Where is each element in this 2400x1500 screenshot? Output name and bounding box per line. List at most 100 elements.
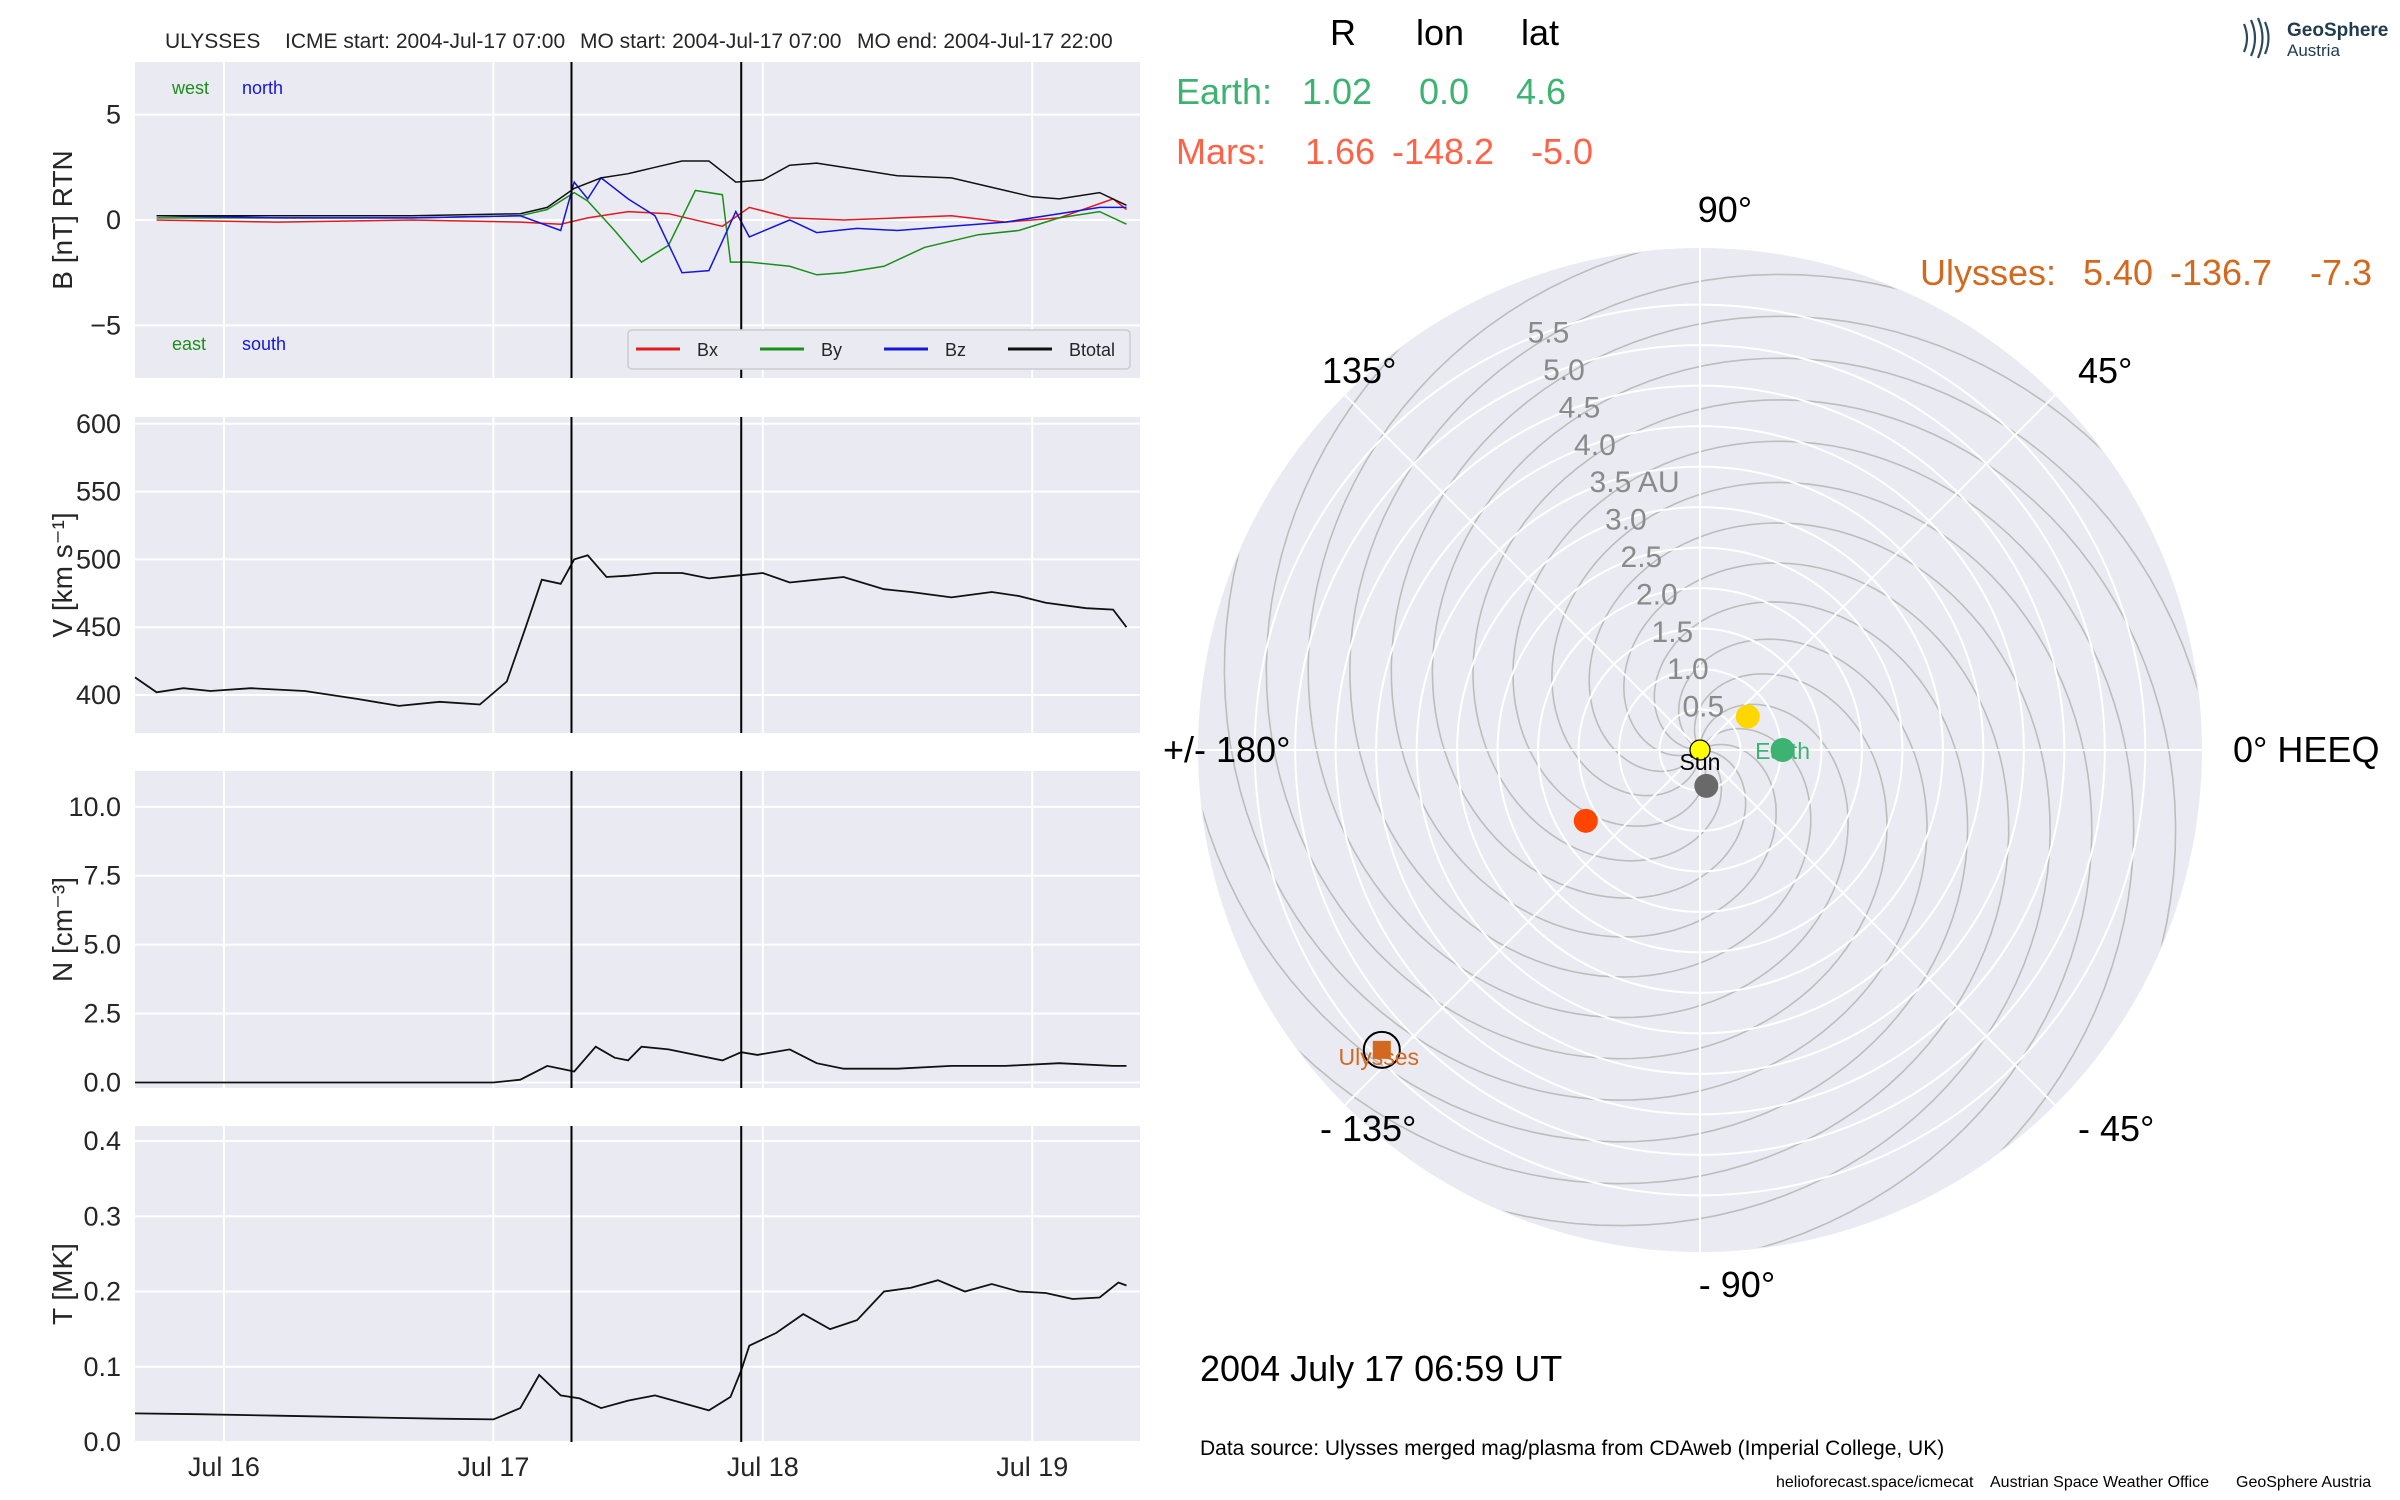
panel-0: −5 0 5 B [nT] RTN west north east south Bx By Bz Bt… xyxy=(47,62,1140,378)
radius-tick-label: 2.5 xyxy=(1621,541,1663,574)
legend-box xyxy=(627,329,1131,370)
earth-name-label: Earth xyxy=(1755,738,1810,764)
y-tick-label: 5.0 xyxy=(83,930,121,960)
y-axis-label: V [km s⁻¹] xyxy=(47,512,78,637)
radius-tick-label: 2.0 xyxy=(1636,578,1678,611)
ulysses-lat: -7.3 xyxy=(2310,252,2372,293)
header-lon: lon xyxy=(1416,12,1464,53)
y-axis-label: T [MK] xyxy=(47,1243,78,1325)
y-tick-label: 5 xyxy=(106,100,121,130)
time-series-panels: −5 0 5 B [nT] RTN west north east south Bx By Bz Bt… xyxy=(47,62,1140,1482)
series-line-btotal xyxy=(156,160,1127,217)
radius-tick-label: 4.0 xyxy=(1574,429,1616,462)
angle-label-45: 45° xyxy=(2078,350,2132,391)
y-tick-label: 10.0 xyxy=(68,792,121,822)
x-tick-label: Jul 18 xyxy=(727,1452,799,1482)
mars-r: 1.66 xyxy=(1305,131,1375,172)
logo-name: GeoSphere xyxy=(2287,20,2388,41)
y-tick-label: 7.5 xyxy=(83,861,121,891)
panel-3: 0.0 0.1 0.2 0.3 0.4 T [MK] Jul 16 Jul 17 Jul 18 J… xyxy=(47,1126,1140,1482)
y-tick-label: 0.0 xyxy=(83,1067,121,1097)
radius-tick-label: 3.0 xyxy=(1605,504,1647,537)
spiral-line xyxy=(1265,280,1888,1060)
south-annotation: south xyxy=(242,334,286,354)
y-tick-label: 450 xyxy=(76,612,121,642)
series-line xyxy=(135,1045,1127,1084)
y-tick-label: 550 xyxy=(76,477,121,507)
position-table: R lon lat Earth: 1.02 0.0 4.6 Mars: 1.66… xyxy=(1176,12,2372,293)
legend: Bx By Bz Btotal xyxy=(627,329,1131,370)
y-tick-label: 500 xyxy=(76,544,121,574)
footer-office: Austrian Space Weather Office xyxy=(1990,1474,2209,1491)
geosphere-logo-icon xyxy=(2242,17,2270,59)
header-lat: lat xyxy=(1521,12,1559,53)
header-r: R xyxy=(1330,12,1356,53)
series-line xyxy=(134,554,1128,707)
radius-tick-label: 5.5 xyxy=(1528,317,1570,350)
spacecraft-name: ULYSSES xyxy=(165,30,260,53)
west-annotation: west xyxy=(171,78,209,98)
ulysses-ring xyxy=(1362,1030,1401,1069)
data-source: Data source: Ulysses merged mag/plasma f… xyxy=(1200,1437,1944,1460)
legend-label: Bx xyxy=(697,340,718,360)
venus-marker xyxy=(1735,704,1760,729)
x-tick-label: Jul 16 xyxy=(188,1452,260,1482)
geosphere-logo: GeoSphere Austria xyxy=(2242,17,2388,60)
north-annotation: north xyxy=(242,78,283,98)
spiral-line xyxy=(1307,249,1849,1019)
y-tick-label: 0.2 xyxy=(83,1277,121,1307)
y-axis-label: B [nT] RTN xyxy=(47,150,78,290)
panel-2: 0.0 2.5 5.0 7.5 10.0 N [cm⁻³] xyxy=(47,771,1140,1097)
legend-label: Bz xyxy=(945,340,966,360)
date-label: 2004 July 17 06:59 UT xyxy=(1200,1348,1562,1389)
radius-tick-label: 1.0 xyxy=(1667,653,1709,686)
spiral-line xyxy=(1223,453,1928,1101)
spiral-line xyxy=(1431,357,2201,899)
angle-label-minus90: - 90° xyxy=(1699,1264,1775,1305)
legend-label: By xyxy=(821,340,842,360)
mars-label: Mars: xyxy=(1176,131,1266,172)
mo-end-label: MO end: 2004-Jul-17 22:00 xyxy=(857,30,1113,53)
x-tick-label: Jul 19 xyxy=(996,1452,1068,1482)
radius-tick-label: 5.0 xyxy=(1543,354,1585,387)
angle-label-minus45: - 45° xyxy=(2078,1108,2154,1149)
angle-label-135: 135° xyxy=(1322,350,1396,391)
spiral-line xyxy=(1390,315,2170,938)
mars-lon: -148.2 xyxy=(1392,131,1494,172)
radius-tick-label: 0.5 xyxy=(1683,691,1725,724)
series-line-by xyxy=(156,189,1127,276)
ulysses-lon: -136.7 xyxy=(2170,252,2272,293)
angle-gridline xyxy=(1344,394,1701,751)
logo-sub: Austria xyxy=(2287,41,2340,60)
spiral-line xyxy=(1230,562,2010,1185)
spiral-line xyxy=(1512,440,2135,1220)
x-tick-label: Jul 17 xyxy=(457,1452,529,1482)
legend-label: Btotal xyxy=(1069,340,1115,360)
polar-angle-labels: 90° 45° 135° 0° HEEQ +/- 180° - 45° - 90… xyxy=(1163,189,2379,1305)
radius-tick-label: 1.5 xyxy=(1652,616,1694,649)
y-tick-label: 400 xyxy=(76,680,121,710)
mercury-marker xyxy=(1694,773,1719,798)
angle-gridline xyxy=(1699,394,2056,751)
angle-label-minus135: - 135° xyxy=(1320,1108,1416,1149)
earth-label: Earth: xyxy=(1176,71,1272,112)
footer-url: helioforecast.space/icmecat xyxy=(1776,1474,1974,1491)
angle-label-90: 90° xyxy=(1698,189,1752,230)
spiral-line xyxy=(1551,481,2093,1251)
panel-1: 400 450 500 550 600 V [km s⁻¹] xyxy=(47,409,1140,733)
earth-lat: 4.6 xyxy=(1516,71,1566,112)
angle-label-0: 0° HEEQ xyxy=(2233,729,2379,770)
footer-org: GeoSphere Austria xyxy=(2236,1474,2371,1491)
mars-lat: -5.0 xyxy=(1531,131,1593,172)
y-tick-label: 0.3 xyxy=(83,1201,121,1231)
earth-marker xyxy=(1770,738,1795,762)
spiral-line xyxy=(1472,399,2177,1047)
parker-spirals xyxy=(1199,249,2201,1251)
ulysses-label: Ulysses: xyxy=(1920,252,2056,293)
y-tick-label: 2.5 xyxy=(83,999,121,1029)
angle-gridline xyxy=(1344,749,1701,1106)
y-tick-label: 0.4 xyxy=(83,1126,121,1156)
ulysses-r: 5.40 xyxy=(2083,252,2153,293)
angle-gridline xyxy=(1699,749,2056,1106)
